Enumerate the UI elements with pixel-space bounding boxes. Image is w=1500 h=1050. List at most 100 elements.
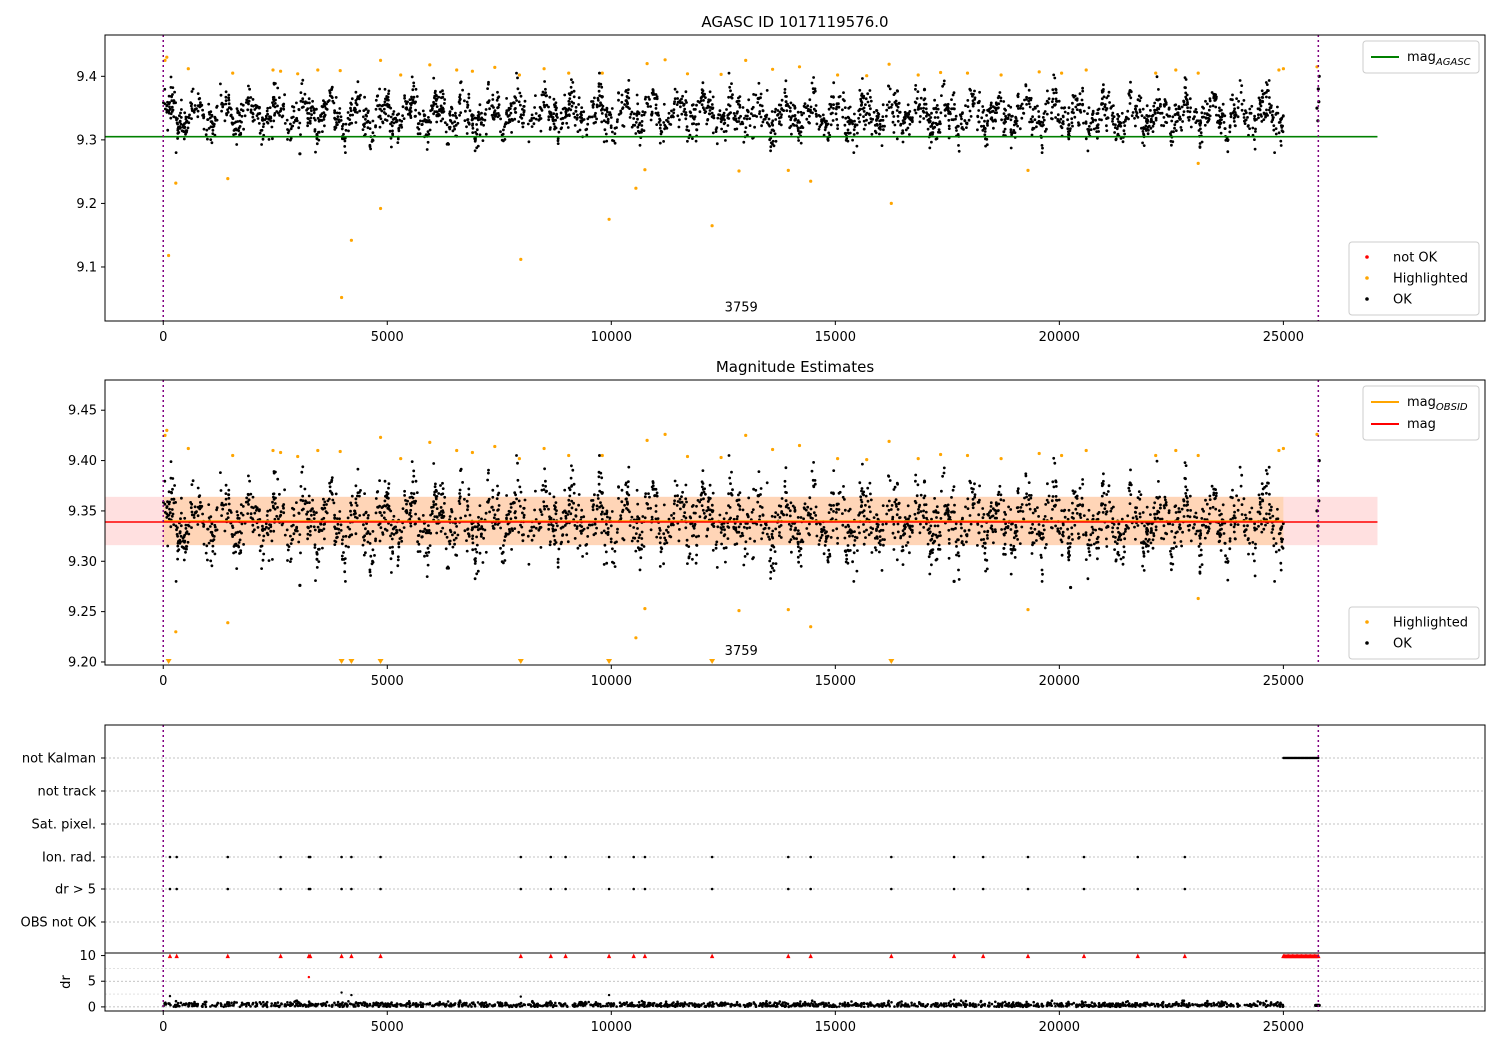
ok-point [1090,525,1094,529]
ok-point [790,550,793,554]
ok-point [334,492,338,496]
ok-point [1059,117,1063,121]
ok-point [414,512,417,516]
ok-point [521,533,524,537]
ok-point [543,467,546,471]
ok-point [342,122,345,126]
ok-point [497,95,501,99]
ok-point [1084,137,1088,141]
ok-point [915,97,919,100]
ok-point [1134,515,1138,518]
ok-point [969,481,972,485]
ok-point [779,115,783,119]
ok-point [1147,538,1151,541]
ok-point [302,105,305,109]
ok-point [533,106,536,109]
ok-point [475,132,479,136]
ok-point [453,531,457,535]
ok-point [860,92,864,96]
ok-point [290,538,294,542]
ok-point [737,530,741,534]
ok-point [892,131,896,134]
ok-point [434,102,438,106]
ok-point [1123,550,1126,554]
ok-point [458,97,462,101]
ok-point [1248,107,1252,111]
ok-point [251,115,255,119]
ok-point [371,530,375,533]
ok-point [1158,104,1162,108]
ok-point [553,539,557,542]
ok-point [957,568,960,572]
ok-point [881,528,885,532]
ok-point [586,526,590,530]
ok-point [908,535,912,538]
ok-point [458,502,462,505]
ok-point [1198,534,1201,538]
ok-point [862,514,866,518]
ok-point [354,90,358,94]
ok-point [953,503,956,507]
ok-point [378,125,382,129]
ok-point [458,495,462,498]
ok-point [268,508,272,512]
ok-point [1258,101,1262,104]
ok-point [513,527,517,530]
ok-point [965,121,968,125]
ok-point [985,114,988,117]
ok-point [439,506,443,509]
ok-point [999,96,1003,100]
ok-point [782,109,786,112]
ok-point [171,86,175,89]
ok-point [698,110,702,114]
ok-point [600,510,604,514]
ok-point [208,525,212,528]
ok-point [325,102,328,106]
ok-point [968,109,972,113]
ok-point [1043,130,1047,133]
ok-point [435,531,439,535]
ok-point [190,90,194,93]
ok-point [1096,123,1100,126]
ok-point [855,144,859,148]
ok-point [295,116,299,120]
ok-point [1268,516,1272,520]
ok-point [532,116,536,120]
ok-point [676,97,679,100]
ok-point [168,105,171,109]
ok-point [1042,118,1046,122]
ok-point [1279,139,1283,143]
ok-point [414,108,417,112]
ok-point [271,137,274,141]
ok-point [273,102,277,105]
ok-point [643,495,647,499]
ok-point [896,522,900,526]
ok-point [391,129,394,133]
ok-point [895,505,898,508]
ok-point [390,537,394,541]
ok-point [832,469,836,472]
ok-point [625,100,629,104]
ok-point [1120,111,1124,115]
ok-point [185,120,188,124]
ok-point [1270,531,1274,534]
ok-point [578,544,582,547]
ok-point [1042,123,1045,127]
ok-point [769,564,773,568]
ok-point [1218,109,1222,113]
ok-point [646,105,650,108]
ok-point [1115,542,1119,545]
ok-point [654,93,658,96]
ok-point [1007,505,1010,509]
ok-point [1009,528,1013,531]
ok-point [634,532,638,535]
ok-point [855,123,859,127]
ok-point [797,549,801,553]
ok-point [1022,112,1026,115]
ok-point [316,525,320,529]
ok-point [401,105,405,109]
ok-point [1224,560,1228,564]
ok-point [1123,530,1127,533]
ok-point [540,488,544,492]
ok-point [312,525,316,529]
